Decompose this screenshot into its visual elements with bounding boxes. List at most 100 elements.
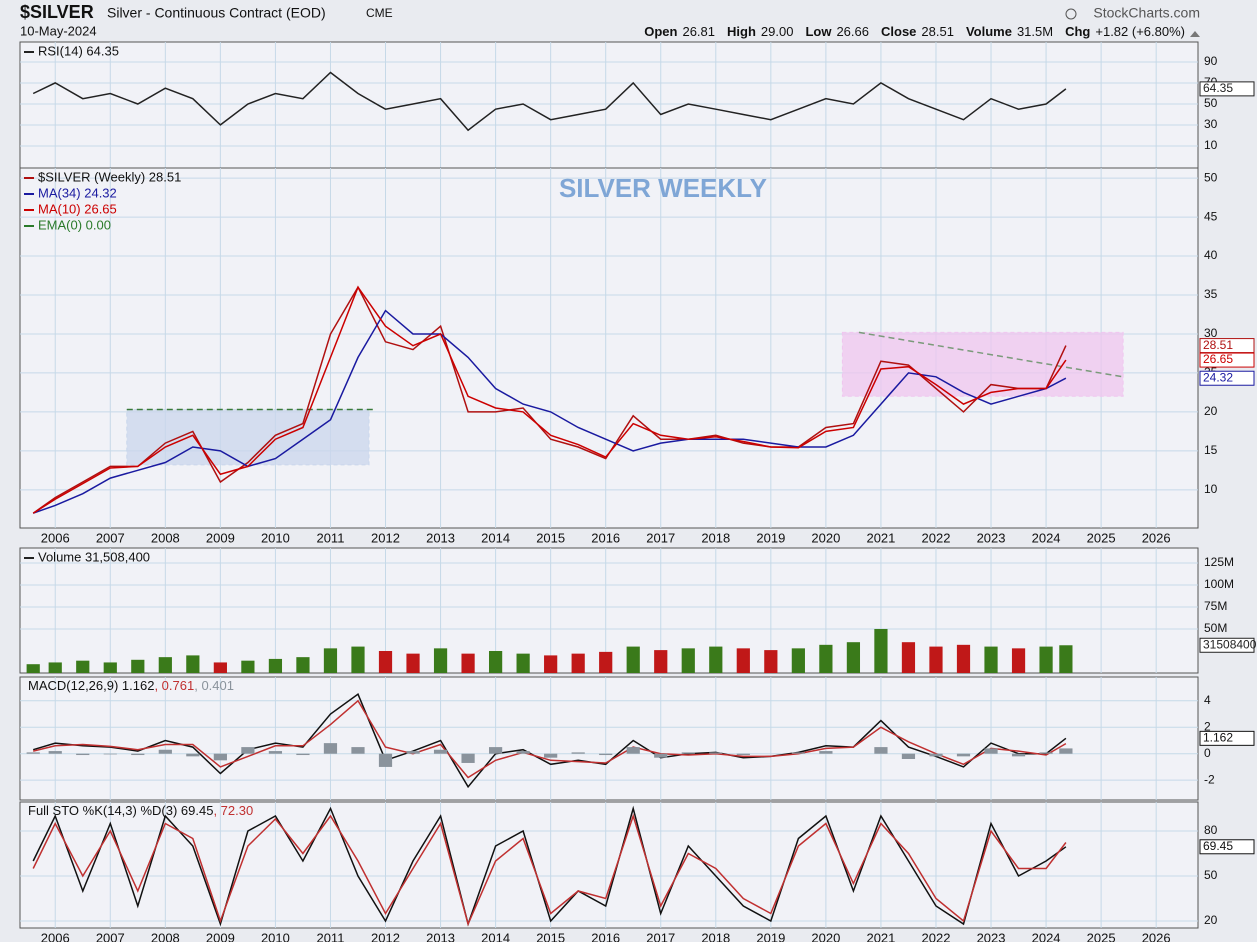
bar bbox=[956, 644, 971, 673]
bar bbox=[709, 646, 723, 673]
bar bbox=[186, 753, 200, 757]
bar bbox=[213, 753, 227, 761]
value-tag: 64.35 bbox=[1203, 81, 1233, 95]
bar bbox=[26, 752, 40, 754]
value-tag-box bbox=[1199, 839, 1255, 855]
value-tag: 31508400 bbox=[1203, 637, 1257, 651]
bar bbox=[1011, 753, 1026, 757]
date: 10-May-2024 bbox=[20, 23, 97, 38]
bar bbox=[158, 657, 172, 673]
bar bbox=[681, 752, 695, 754]
bar bbox=[241, 660, 255, 673]
bar bbox=[1059, 645, 1073, 673]
bar bbox=[984, 748, 998, 754]
logo bbox=[1065, 8, 1077, 20]
legend: MACD(12,26,9) 1.162, 0.761, 0.401 bbox=[28, 678, 234, 693]
quote-label: High bbox=[727, 24, 756, 39]
x-tick-label: 2021 bbox=[866, 530, 895, 545]
legend-entry: MA(10) 26.65 bbox=[38, 201, 117, 216]
source: StockCharts.com bbox=[1093, 5, 1200, 21]
bar bbox=[48, 662, 62, 673]
bar bbox=[461, 653, 475, 673]
bar bbox=[131, 659, 145, 673]
series-line bbox=[32, 285, 1067, 514]
bar bbox=[76, 753, 90, 756]
legend-entry: , 0.401 bbox=[194, 678, 234, 693]
quote-value: 31.5M bbox=[1017, 24, 1053, 39]
bar bbox=[516, 751, 530, 754]
x-tick-label: 2023 bbox=[977, 930, 1006, 942]
x-tick-label: 2017 bbox=[646, 530, 675, 545]
highlight-box bbox=[841, 331, 1124, 397]
x-tick-label: 2011 bbox=[316, 530, 344, 545]
x-tick-label: 2009 bbox=[206, 930, 235, 942]
bar bbox=[901, 642, 916, 673]
bar bbox=[654, 650, 668, 673]
x-tick-label: 2009 bbox=[206, 530, 235, 545]
bar bbox=[323, 648, 338, 673]
panel bbox=[19, 676, 1199, 801]
legend-entry: Full STO %K(14,3) %D(3) 69.45 bbox=[28, 803, 213, 818]
x-tick-label: 2025 bbox=[1087, 530, 1116, 545]
panel bbox=[19, 41, 1199, 169]
legend-entry: MA(34) 24.32 bbox=[38, 185, 117, 200]
y-tick-label: 0 bbox=[1204, 746, 1211, 760]
bar bbox=[158, 749, 172, 754]
bar bbox=[1059, 748, 1073, 754]
bar bbox=[406, 751, 420, 754]
quote-value: 26.81 bbox=[682, 24, 715, 39]
scroll-arrow bbox=[1190, 31, 1200, 37]
bar bbox=[131, 753, 145, 756]
x-tick-label: 2018 bbox=[701, 530, 730, 545]
bar bbox=[764, 650, 778, 673]
value-tag-box bbox=[1199, 352, 1255, 368]
quote-label: Low bbox=[805, 24, 832, 39]
bar bbox=[268, 658, 283, 673]
value-tag: 69.45 bbox=[1203, 839, 1233, 853]
quote-value: 26.66 bbox=[836, 24, 869, 39]
bar bbox=[846, 642, 861, 673]
quote-label: Volume bbox=[966, 24, 1012, 39]
bar bbox=[433, 648, 448, 673]
x-tick-label: 2016 bbox=[591, 930, 620, 942]
value-tag-box bbox=[1199, 81, 1255, 97]
quote: Open 26.81 High 29.00 Low 26.66 Close 28.51 Volu… bbox=[644, 24, 1185, 39]
bar bbox=[709, 752, 723, 754]
bar bbox=[323, 743, 338, 754]
x-tick-label: 2011 bbox=[316, 930, 344, 942]
x-tick-label: 2026 bbox=[1142, 930, 1171, 942]
x-tick-label: 2024 bbox=[1032, 930, 1061, 942]
x-tick-label: 2015 bbox=[536, 930, 565, 942]
x-tick-label: 2012 bbox=[371, 530, 400, 545]
bar bbox=[213, 662, 227, 673]
bar bbox=[488, 747, 503, 754]
exchange: CME bbox=[366, 6, 393, 20]
y-tick-label: 4 bbox=[1204, 693, 1211, 707]
bar bbox=[433, 749, 448, 754]
bar bbox=[571, 752, 585, 754]
trend-line bbox=[858, 331, 1124, 378]
bar bbox=[76, 660, 90, 673]
x-tick-label: 2013 bbox=[426, 530, 455, 545]
bar bbox=[351, 646, 365, 673]
x-tick-label: 2008 bbox=[151, 530, 180, 545]
x-tick-label: 2007 bbox=[96, 530, 125, 545]
bar bbox=[268, 751, 283, 754]
series-line bbox=[32, 813, 1067, 927]
y-tick-label: 50 bbox=[1204, 96, 1218, 110]
bar bbox=[103, 662, 117, 673]
y-tick-label: 20 bbox=[1204, 913, 1218, 927]
value-tag-box bbox=[1199, 637, 1255, 653]
x-tick-label: 2020 bbox=[811, 930, 840, 942]
bar bbox=[516, 653, 530, 673]
x-tick-label: 2014 bbox=[481, 930, 510, 942]
x-tick-label: 2022 bbox=[922, 530, 951, 545]
bar bbox=[819, 644, 833, 673]
bar bbox=[736, 753, 750, 756]
x-tick-label: 2024 bbox=[1032, 530, 1061, 545]
symbol: $SILVER bbox=[20, 2, 94, 22]
x-tick-label: 2016 bbox=[591, 530, 620, 545]
bar bbox=[681, 648, 695, 673]
legend-entry: RSI(14) 64.35 bbox=[38, 43, 119, 58]
bar bbox=[626, 646, 640, 673]
